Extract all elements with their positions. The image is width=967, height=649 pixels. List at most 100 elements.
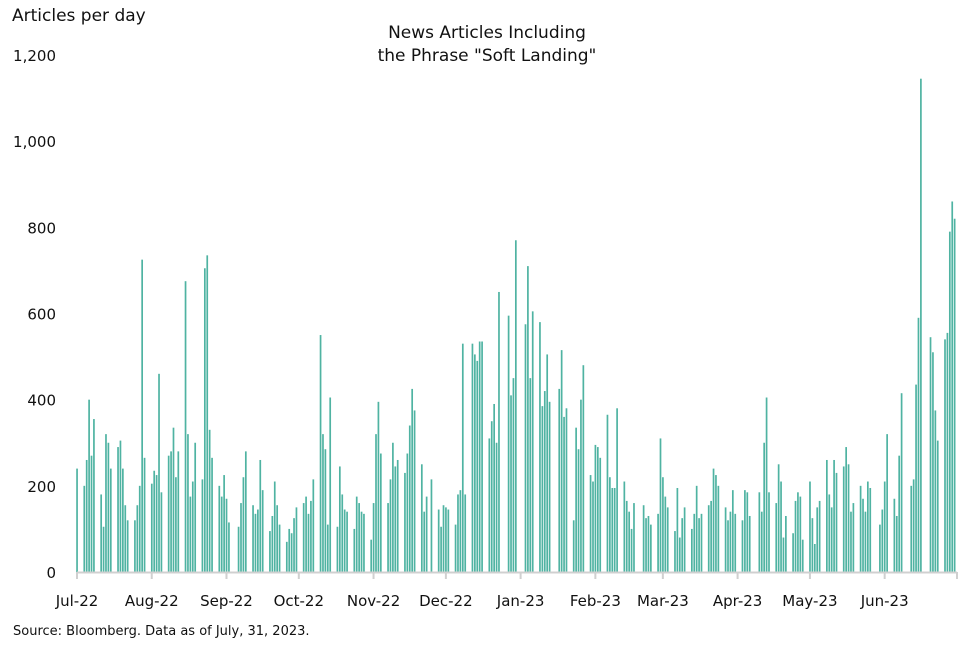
bar <box>269 531 271 572</box>
bar <box>464 494 467 572</box>
bar <box>194 442 197 572</box>
bar <box>273 481 276 572</box>
bar <box>495 442 498 572</box>
bar <box>85 459 88 572</box>
bar <box>565 408 568 572</box>
bar <box>252 505 254 572</box>
bar <box>184 281 187 572</box>
bar <box>493 403 495 572</box>
bar <box>324 449 327 572</box>
bar <box>355 496 358 572</box>
bar <box>797 492 799 572</box>
bar <box>440 526 442 572</box>
bar <box>915 384 917 572</box>
bar <box>285 541 288 572</box>
bar <box>143 457 146 572</box>
bar <box>404 472 406 572</box>
bar <box>715 475 717 572</box>
bar <box>847 464 850 572</box>
bar <box>842 466 845 572</box>
bar <box>835 472 838 572</box>
bar <box>613 487 616 572</box>
bar <box>76 468 78 572</box>
bar <box>208 429 211 572</box>
bar <box>259 459 262 572</box>
bar <box>124 505 127 572</box>
bar <box>678 537 681 572</box>
bar <box>423 511 426 572</box>
bar <box>826 459 828 572</box>
x-tick-label: Jul-22 <box>55 592 99 610</box>
bar <box>100 494 103 572</box>
bar <box>336 526 339 572</box>
bar <box>471 343 474 572</box>
bar <box>425 496 428 572</box>
x-tick-label: Dec-22 <box>419 592 473 610</box>
bar <box>951 201 954 573</box>
bar <box>488 438 491 572</box>
y-tick-label: 400 <box>27 392 56 410</box>
x-tick-label: Jun-23 <box>860 592 909 610</box>
bar <box>288 528 291 572</box>
bar <box>543 391 546 572</box>
bar <box>158 373 160 572</box>
bar <box>811 518 814 572</box>
bar <box>850 511 852 572</box>
bar <box>895 515 898 572</box>
bar <box>312 479 315 572</box>
bar <box>666 507 669 573</box>
bar <box>898 455 901 572</box>
bar <box>237 526 240 572</box>
bar <box>650 524 652 572</box>
bar <box>529 378 532 573</box>
bar <box>93 419 95 572</box>
bar <box>818 500 821 572</box>
bar <box>830 507 833 573</box>
bar <box>845 447 847 572</box>
bar <box>138 485 141 572</box>
bar <box>377 401 380 572</box>
bar <box>141 259 143 572</box>
bar <box>763 442 766 572</box>
bar <box>295 507 298 573</box>
bar <box>727 520 729 572</box>
bar <box>948 231 951 572</box>
y-tick-label: 800 <box>27 219 56 237</box>
bar <box>775 503 778 572</box>
bar <box>695 485 698 572</box>
bar <box>917 317 920 572</box>
bar <box>310 500 312 572</box>
bar <box>799 496 802 572</box>
bar <box>218 485 221 572</box>
bar <box>816 507 819 573</box>
bar <box>546 354 549 572</box>
bar <box>869 487 872 572</box>
bar <box>572 520 575 572</box>
bar <box>777 464 780 572</box>
chart-title: News Articles Including the Phrase "Soft… <box>300 22 674 68</box>
bar <box>338 466 341 572</box>
bar <box>582 365 585 572</box>
bar <box>341 494 344 572</box>
bar <box>912 479 915 572</box>
bar <box>698 518 700 572</box>
bar <box>760 511 763 572</box>
bar <box>107 442 110 572</box>
bar <box>599 457 602 572</box>
bar <box>134 520 136 572</box>
bar <box>278 524 281 572</box>
x-tick-label: Nov-22 <box>347 592 400 610</box>
bar <box>254 513 257 572</box>
bar <box>461 343 464 572</box>
bar <box>758 492 761 572</box>
bar <box>261 490 264 572</box>
bar <box>228 522 230 572</box>
bar <box>442 505 445 572</box>
y-tick-label: 0 <box>46 564 56 582</box>
bar <box>220 496 223 572</box>
bar <box>329 397 332 572</box>
bar <box>527 266 529 572</box>
bar <box>437 509 440 572</box>
bar <box>191 481 194 572</box>
